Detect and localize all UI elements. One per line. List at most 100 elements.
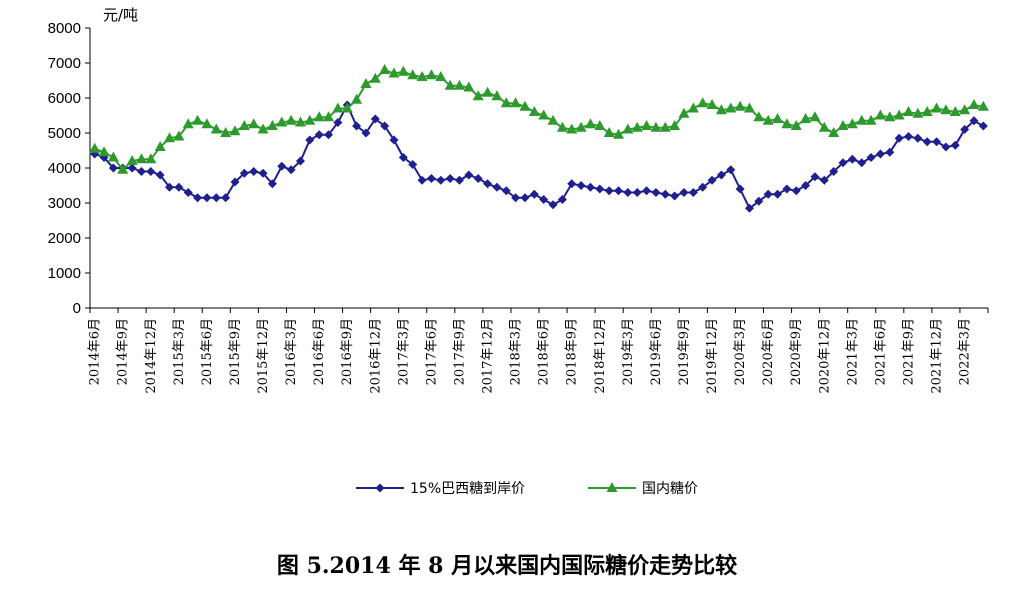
data-point <box>960 125 970 134</box>
data-point <box>912 107 924 118</box>
data-point <box>670 191 680 201</box>
x-tick-label: 2015年6月 <box>200 318 215 385</box>
data-point <box>341 102 353 113</box>
y-tick-label: 6000 <box>48 90 81 107</box>
data-point <box>491 90 503 101</box>
data-point <box>566 123 578 134</box>
x-tick-label: 2017年3月 <box>396 318 411 385</box>
data-point <box>847 154 857 164</box>
data-point <box>511 193 521 203</box>
data-point <box>258 168 268 178</box>
x-axis: 2014年6月 2014年9月 2014年12月 2015年3月 2015年6月 2015… <box>88 307 989 394</box>
data-point <box>576 181 586 190</box>
data-point <box>688 188 698 197</box>
data-point <box>239 168 249 178</box>
y-tick-label: 7000 <box>48 55 81 72</box>
data-point <box>473 174 483 183</box>
data-point <box>894 133 904 143</box>
data-point <box>425 69 437 80</box>
data-point <box>950 140 960 150</box>
x-tick-label: 2016年3月 <box>284 318 299 385</box>
data-point <box>669 120 681 130</box>
data-point <box>398 153 408 162</box>
data-point <box>819 175 829 185</box>
x-tick-label: 2018年9月 <box>565 318 580 385</box>
data-point <box>856 114 868 125</box>
data-point <box>127 163 137 173</box>
data-point <box>324 130 334 140</box>
series-brazil-sugar-cif <box>90 100 988 213</box>
data-point <box>547 114 559 125</box>
data-point <box>98 146 110 157</box>
data-point <box>314 130 324 140</box>
x-tick-label: 2021年6月 <box>873 318 888 385</box>
data-point <box>941 142 951 152</box>
data-point <box>922 137 932 147</box>
data-point <box>622 123 634 134</box>
data-point <box>678 107 690 118</box>
data-point <box>940 104 952 115</box>
data-point <box>276 116 288 127</box>
data-point <box>238 120 250 130</box>
data-point <box>706 99 718 109</box>
data-point <box>210 123 222 134</box>
legend: 15%巴西糖到岸价 国内糖价 <box>356 481 698 497</box>
x-tick-label: 2020年9月 <box>789 318 804 385</box>
data-point <box>969 116 979 126</box>
x-tick-label: 2019年6月 <box>649 318 664 385</box>
data-point <box>379 64 391 74</box>
data-point <box>538 109 550 120</box>
data-point <box>603 127 615 137</box>
data-point <box>201 118 213 129</box>
data-point <box>932 137 942 147</box>
data-point <box>229 125 241 136</box>
data-point <box>903 132 913 141</box>
data-point <box>266 120 278 130</box>
legend-marker-diamond <box>375 483 385 493</box>
data-point <box>614 186 624 196</box>
data-point <box>211 193 221 203</box>
data-point <box>136 167 146 176</box>
data-point <box>715 104 727 115</box>
data-point <box>426 174 436 183</box>
data-point <box>595 184 605 194</box>
data-point <box>641 120 653 130</box>
y-tick-label: 4000 <box>48 160 81 177</box>
data-point <box>510 97 522 108</box>
y-tick-label: 1000 <box>48 265 81 282</box>
data-point <box>529 189 539 199</box>
legend-marker-triangle <box>606 482 618 492</box>
data-point <box>492 182 502 192</box>
data-point <box>584 118 596 129</box>
data-point <box>539 195 549 204</box>
data-point <box>352 121 362 131</box>
data-point <box>155 170 165 180</box>
data-point <box>126 155 138 165</box>
data-point <box>267 179 277 189</box>
data-point <box>707 175 717 185</box>
x-tick-label: 2016年6月 <box>312 318 327 385</box>
x-tick-label: 2019年9月 <box>677 318 692 385</box>
data-point <box>444 79 456 90</box>
data-point <box>154 141 166 151</box>
data-point <box>397 65 409 76</box>
data-point <box>249 167 259 176</box>
data-point <box>220 127 232 137</box>
x-tick-label: 2019年12月 <box>705 318 720 394</box>
data-point <box>202 193 212 203</box>
series-line <box>94 68 984 172</box>
data-point <box>604 186 614 196</box>
data-point <box>257 123 269 134</box>
data-point <box>931 102 943 113</box>
data-point <box>483 179 493 189</box>
data-point <box>810 172 820 182</box>
data-point <box>837 120 849 130</box>
data-point <box>463 81 475 92</box>
data-point <box>230 177 240 187</box>
data-point <box>790 120 802 130</box>
data-point <box>416 71 428 81</box>
data-point <box>875 149 885 159</box>
data-point <box>959 104 971 115</box>
x-tick-label: 2020年12月 <box>817 318 832 394</box>
data-point <box>380 121 390 131</box>
